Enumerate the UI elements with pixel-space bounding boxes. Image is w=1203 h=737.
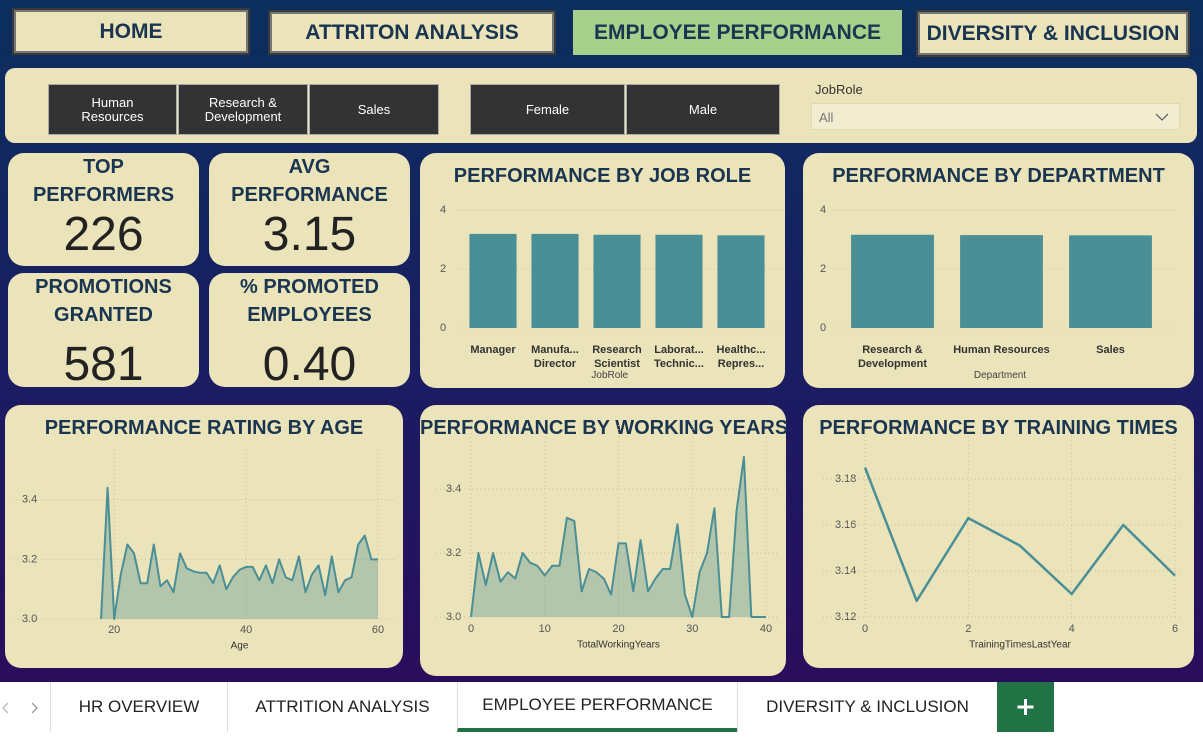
- x-tick-label: 10: [539, 623, 551, 635]
- chart-title: PERFORMANCE BY TRAINING TIMES: [819, 417, 1178, 439]
- y-tick-label: 0: [440, 322, 446, 334]
- y-tick-label: 3.2: [446, 547, 461, 559]
- x-tick-label: 6: [1172, 623, 1178, 635]
- x-axis-label: TrainingTimesLastYear: [969, 640, 1071, 651]
- slicer-button[interactable]: Male: [626, 84, 780, 135]
- tab-scroll-arrows[interactable]: [0, 700, 44, 716]
- slicer-button[interactable]: Human Resources: [48, 84, 177, 135]
- line: [100, 486, 378, 620]
- x-tick-label: 2: [965, 623, 971, 635]
- kpi-value: 0.40: [262, 338, 357, 391]
- chart-panel: PERFORMANCE BY JOB ROLE 0 2 4 Manager Manufa.…: [420, 153, 785, 388]
- x-axis-label: JobRole: [591, 370, 629, 381]
- kpi-label: AVG PERFORMANCE: [231, 156, 388, 206]
- nav-diversity[interactable]: DIVERSITY & INCLUSION: [916, 10, 1190, 57]
- y-tick-label: 3.0: [446, 611, 461, 623]
- chart-panel: PERFORMANCE BY DEPARTMENT 0 2 4 Research & D…: [803, 153, 1194, 388]
- plus-icon: [1017, 699, 1034, 715]
- chart-title: PERFORMANCE BY WORKING YEARS: [420, 417, 789, 439]
- bar: [851, 234, 934, 328]
- chart-panel: PERFORMANCE BY WORKING YEARS 3.0 3.2 3.4 0 10…: [420, 405, 789, 676]
- x-tick-label: Manager: [470, 344, 516, 356]
- page-tab[interactable]: EMPLOYEE PERFORMANCE: [457, 682, 737, 732]
- bar: [717, 235, 765, 328]
- kpi-card: % PROMOTED EMPLOYEES 0.40: [209, 273, 410, 391]
- y-tick-label: 2: [820, 263, 826, 275]
- x-tick-label: 60: [372, 624, 384, 636]
- x-tick-label: 4: [1069, 623, 1075, 635]
- x-tick-label: 20: [108, 624, 120, 636]
- plot: 0 2 4: [440, 204, 782, 334]
- x-tick-label: 0: [862, 623, 868, 635]
- y-tick-label: 2: [440, 263, 446, 275]
- bar: [960, 235, 1043, 328]
- kpi-card: PROMOTIONS GRANTED 581: [8, 273, 199, 391]
- y-tick-label: 3.4: [446, 483, 461, 495]
- page-tab[interactable]: ATTRITION ANALYSIS: [227, 682, 457, 732]
- kpi-value: 3.15: [262, 208, 357, 261]
- area-fill: [471, 457, 766, 617]
- plot: 3.0 3.2 3.4 0 10 20 30 40 TotalWorkingYears: [436, 421, 778, 651]
- chart-title: PERFORMANCE BY JOB ROLE: [453, 165, 752, 187]
- kpi-value: 226: [63, 208, 144, 261]
- y-tick-label: 3.18: [835, 473, 856, 485]
- y-tick-label: 4: [440, 204, 446, 216]
- x-tick-label: Manufa... Director: [531, 344, 579, 370]
- y-tick-label: 3.12: [835, 611, 856, 623]
- slicer-button[interactable]: Research & Development: [178, 84, 308, 135]
- dropdown-value: All: [819, 110, 834, 125]
- kpi-label: TOP PERFORMERS: [32, 156, 175, 206]
- plot: 3.12 3.14 3.16 3.18 0 2 4 6 TrainingTimesLastYea…: [823, 436, 1183, 651]
- nav-attrition[interactable]: ATTRITON ANALYSIS: [268, 10, 556, 55]
- x-tick-label: 30: [686, 623, 698, 635]
- bar: [469, 233, 517, 328]
- chart-panel: PERFORMANCE RATING BY AGE 3.0 3.2 3.4 20 40 60…: [5, 405, 403, 668]
- line: [470, 456, 766, 618]
- x-tick-label: 40: [240, 624, 252, 636]
- add-tab-button[interactable]: [997, 682, 1054, 732]
- bar: [593, 234, 641, 328]
- x-tick-label: Research Scientist: [592, 344, 642, 370]
- dropdown-label: JobRole: [815, 82, 863, 97]
- kpi-label: PROMOTIONS GRANTED: [35, 276, 172, 326]
- x-tick-label: Human Resources: [953, 344, 1050, 356]
- kpi-label: % PROMOTED EMPLOYEES: [240, 276, 379, 326]
- y-tick-label: 0: [820, 322, 826, 334]
- chart-title: PERFORMANCE RATING BY AGE: [44, 417, 364, 439]
- kpi-card: AVG PERFORMANCE 3.15: [209, 153, 410, 266]
- x-tick-label: 40: [760, 623, 772, 635]
- bar: [655, 234, 703, 328]
- page-tab[interactable]: DIVERSITY & INCLUSION: [737, 682, 997, 732]
- chart-panel: PERFORMANCE BY TRAINING TIMES 3.12 3.14 3.1…: [803, 405, 1194, 668]
- line: [863, 467, 1176, 603]
- kpi-value: 581: [63, 338, 144, 391]
- bar: [531, 233, 579, 328]
- chart-title: PERFORMANCE BY DEPARTMENT: [832, 165, 1165, 187]
- x-axis-label: TotalWorkingYears: [577, 640, 660, 651]
- bar: [1069, 235, 1152, 328]
- y-tick-label: 4: [820, 204, 826, 216]
- x-axis-label: Department: [973, 370, 1027, 381]
- slicer-button[interactable]: Sales: [309, 84, 439, 135]
- x-tick-label: 20: [612, 623, 624, 635]
- nav-performance[interactable]: EMPLOYEE PERFORMANCE: [573, 10, 902, 55]
- x-tick-label: 0: [468, 623, 474, 635]
- plot: 0 2 4: [820, 204, 1175, 334]
- x-tick-label: Laborat... Technic...: [654, 344, 704, 370]
- x-tick-label: Sales: [1096, 344, 1125, 356]
- x-tick-label: Research & Development: [857, 344, 928, 370]
- slicer-button[interactable]: Female: [470, 84, 625, 135]
- chevron: [1155, 113, 1169, 121]
- area-fill: [101, 487, 378, 619]
- nav-home[interactable]: HOME: [12, 8, 250, 55]
- y-tick-label: 3.16: [835, 519, 856, 531]
- y-tick-label: 3.14: [835, 565, 856, 577]
- dropdown[interactable]: All: [811, 103, 1180, 130]
- x-tick-label: Healthc... Repres...: [716, 344, 766, 370]
- page-tab[interactable]: HR OVERVIEW: [50, 682, 227, 732]
- x-axis-label: Age: [231, 641, 249, 652]
- kpi-card: TOP PERFORMERS 226: [8, 153, 199, 266]
